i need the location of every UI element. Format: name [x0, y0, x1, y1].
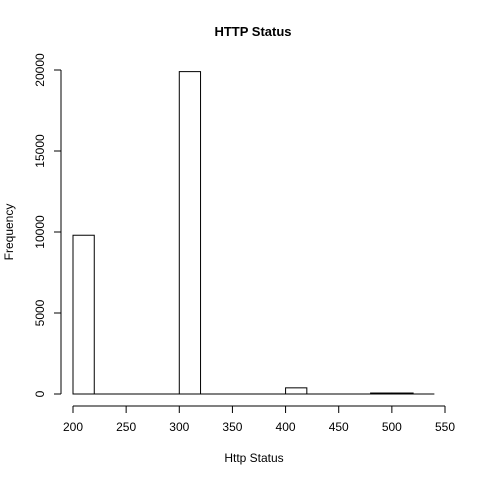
histogram-bar-300-320: [178, 71, 202, 395]
histogram-bar-200-220: [72, 234, 95, 395]
y-tick-label-15000: 15000: [33, 134, 47, 168]
x-tick-label-200: 200: [63, 420, 83, 434]
x-axis-ticks: 200 250 300 350 400 450 500 550: [63, 406, 455, 434]
x-tick-label-450: 450: [329, 420, 349, 434]
x-tick-label-500: 500: [382, 420, 402, 434]
x-tick-label-250: 250: [116, 420, 136, 434]
chart-title: HTTP Status: [214, 24, 291, 39]
y-tick-label-20000: 20000: [33, 53, 47, 87]
y-tick-label-5000: 5000: [33, 299, 47, 326]
y-axis-label: Frequency: [2, 204, 16, 261]
x-tick-label-350: 350: [222, 420, 242, 434]
bars-group: [72, 71, 435, 395]
histogram-bar-400-420: [285, 387, 308, 395]
y-axis-ticks: 0 5000 10000 15000 20000: [33, 53, 61, 397]
x-axis-label: Http Status: [224, 451, 283, 465]
x-tick-label-300: 300: [169, 420, 189, 434]
y-tick-label-0: 0: [33, 390, 47, 397]
y-tick-label-10000: 10000: [33, 215, 47, 249]
x-tick-label-400: 400: [276, 420, 296, 434]
x-tick-label-550: 550: [435, 420, 455, 434]
